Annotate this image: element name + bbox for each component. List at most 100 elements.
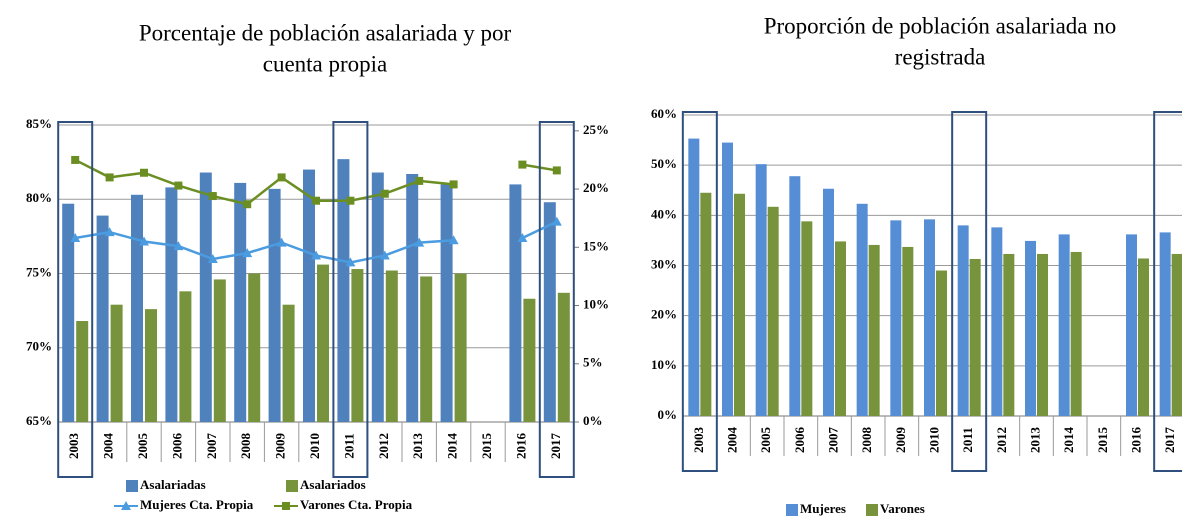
x-tick-label: 2012 — [376, 433, 391, 459]
bar — [179, 291, 192, 422]
bar — [1138, 258, 1149, 416]
chart-title: Porcentaje de población asalariada y por — [139, 20, 512, 45]
x-tick-label: 2012 — [994, 427, 1009, 453]
line — [74, 230, 454, 264]
bar — [688, 138, 700, 416]
marker — [551, 216, 562, 226]
y-tick-label: 10% — [651, 357, 677, 372]
bar — [96, 215, 109, 422]
x-tick-label: 2003 — [66, 433, 81, 460]
chart-title: cuenta propia — [263, 51, 388, 76]
x-tick-label: 2003 — [691, 427, 706, 454]
bar — [755, 164, 767, 416]
bar — [1058, 234, 1070, 416]
x-tick-label: 2015 — [1095, 427, 1110, 454]
bar — [406, 174, 419, 422]
y2-tick-label: 25% — [583, 122, 609, 137]
bar — [351, 269, 364, 422]
bar — [282, 304, 295, 422]
y-tick-label: 0% — [658, 407, 678, 422]
y2-tick-label: 15% — [583, 238, 609, 253]
bar — [1003, 253, 1015, 416]
chart-title: Proporción de población asalariada no — [764, 13, 1117, 38]
line — [74, 158, 454, 206]
bar — [890, 220, 902, 416]
x-tick-label: 2014 — [1061, 427, 1076, 454]
marker — [276, 237, 287, 247]
x-tick-label: 2011 — [341, 433, 356, 458]
highlight-box — [538, 121, 575, 478]
x-tick-label: 2011 — [960, 427, 975, 452]
marker — [415, 176, 424, 185]
x-tick-label: 2006 — [792, 427, 807, 454]
marker — [448, 235, 459, 245]
y2-tick-label: 10% — [583, 297, 609, 312]
x-tick-label: 2016 — [513, 433, 528, 460]
marker — [70, 232, 81, 242]
y-tick-label: 65% — [26, 413, 52, 428]
marker — [173, 241, 184, 251]
bar — [1037, 253, 1048, 416]
bar — [902, 246, 914, 416]
x-tick-label: 2007 — [204, 433, 219, 460]
bar — [420, 276, 433, 422]
bar — [835, 241, 846, 416]
legend-label: Mujeres — [800, 501, 846, 516]
bar — [1070, 251, 1082, 416]
marker — [311, 250, 321, 260]
marker — [71, 155, 80, 164]
bar — [700, 192, 712, 416]
x-tick-label: 2016 — [1128, 427, 1143, 454]
marker — [346, 196, 355, 205]
x-tick-label: 2005 — [758, 427, 773, 454]
bar — [523, 298, 536, 422]
bar — [303, 169, 315, 422]
y-tick-label: 60% — [651, 106, 677, 121]
bar — [371, 172, 384, 422]
y2-tick-label: 20% — [583, 180, 609, 195]
highlight-box — [57, 121, 94, 478]
bar — [823, 188, 834, 416]
highlight-box — [1153, 111, 1182, 472]
marker — [414, 237, 425, 247]
marker — [379, 250, 390, 260]
legend-swatch — [786, 504, 798, 516]
bar — [1159, 232, 1171, 416]
bar — [969, 258, 981, 416]
legend-swatch — [286, 480, 298, 492]
bar — [454, 273, 467, 422]
legend-label: Varones — [880, 501, 925, 516]
marker — [140, 168, 148, 177]
marker — [380, 189, 389, 198]
y2-tick-label: 5% — [583, 355, 603, 370]
x-tick-label: 2014 — [445, 433, 460, 460]
marker — [208, 192, 217, 201]
legend-marker — [282, 502, 290, 510]
x-tick-label: 2006 — [169, 433, 184, 460]
y-tick-label: 50% — [651, 156, 677, 171]
legend-swatch — [126, 480, 138, 492]
marker — [105, 173, 114, 182]
marker — [242, 248, 253, 258]
y-tick-label: 20% — [651, 307, 677, 322]
y-tick-label: 85% — [26, 116, 52, 131]
x-tick-label: 2010 — [926, 427, 941, 453]
y-tick-label: 75% — [26, 264, 52, 279]
bar — [734, 193, 745, 416]
bar — [509, 184, 522, 422]
bar — [557, 292, 570, 422]
bar — [789, 176, 801, 416]
legend-label: Asalariadas — [140, 477, 206, 492]
x-tick-label: 2004 — [724, 427, 739, 454]
y-tick-label: 40% — [651, 206, 677, 221]
bar — [145, 309, 157, 422]
bar — [234, 182, 247, 422]
x-tick-label: 2005 — [135, 433, 150, 460]
bar — [199, 172, 212, 422]
marker — [104, 227, 115, 237]
x-tick-label: 2017 — [1162, 427, 1177, 454]
bar — [213, 279, 226, 422]
marker — [312, 196, 320, 205]
legend-label: Varones Cta. Propia — [300, 497, 413, 512]
